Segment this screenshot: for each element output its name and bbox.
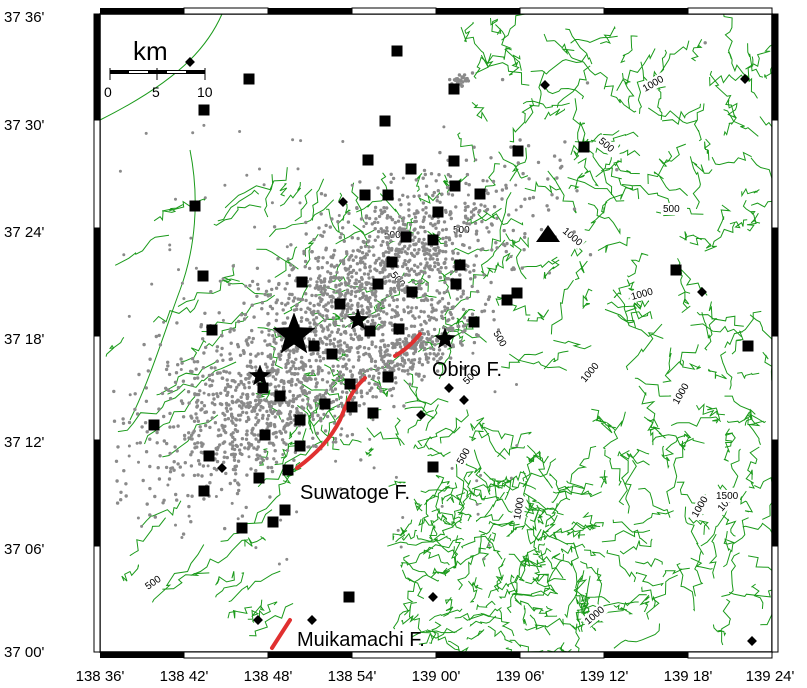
fault-label-muikamachi: Muikamachi F.: [297, 629, 425, 651]
seismic-stations: [148, 45, 757, 646]
y-tick-label: 37 36': [4, 9, 45, 26]
x-tick-label: 139 24': [746, 668, 795, 685]
scale-bar: km 0 5 10: [104, 36, 213, 100]
y-tick-label: 37 06': [4, 541, 45, 558]
y-tick-label: 37 18': [4, 331, 45, 348]
contour-labels: 1000500500100050050010005001000100050010…: [141, 72, 740, 629]
x-tick-label: 139 12': [580, 668, 629, 685]
mainshock-stars: [248, 308, 457, 386]
x-tick-label: 138 48': [244, 668, 293, 685]
volcano-triangle-icon: [536, 225, 560, 242]
x-tick-label: 138 54': [328, 668, 377, 685]
contour-label: 1500: [716, 491, 739, 502]
contour-label: 500: [663, 204, 680, 215]
x-axis: 138 36' 138 42' 138 48' 138 54' 139 00' …: [76, 668, 795, 685]
y-tick-label: 37 24': [4, 224, 45, 241]
y-tick-label: 37 30': [4, 117, 45, 134]
aftershock-events: [112, 41, 707, 566]
fault-label-obiro: Obiro F.: [432, 359, 502, 381]
scale-title: km: [133, 36, 168, 66]
map-frame: [93, 7, 779, 659]
x-tick-label: 138 36': [76, 668, 125, 685]
scale-label-5: 5: [152, 84, 160, 100]
y-tick-label: 37 00': [4, 644, 45, 661]
y-axis: 37 36' 37 30' 37 24' 37 18' 37 12' 37 06…: [4, 9, 45, 661]
x-tick-label: 139 18': [664, 668, 713, 685]
x-tick-label: 138 42': [160, 668, 209, 685]
contour-label: 1000: [630, 286, 655, 302]
fault-label-suwatoge: Suwatoge F.: [300, 482, 410, 504]
x-tick-label: 139 00': [412, 668, 461, 685]
contour-label: 500: [453, 225, 470, 236]
y-tick-label: 37 12': [4, 434, 45, 451]
x-tick-label: 139 06': [496, 668, 545, 685]
scale-label-10: 10: [197, 84, 213, 100]
contour-label: 1000: [512, 496, 527, 520]
scale-label-0: 0: [104, 84, 112, 100]
